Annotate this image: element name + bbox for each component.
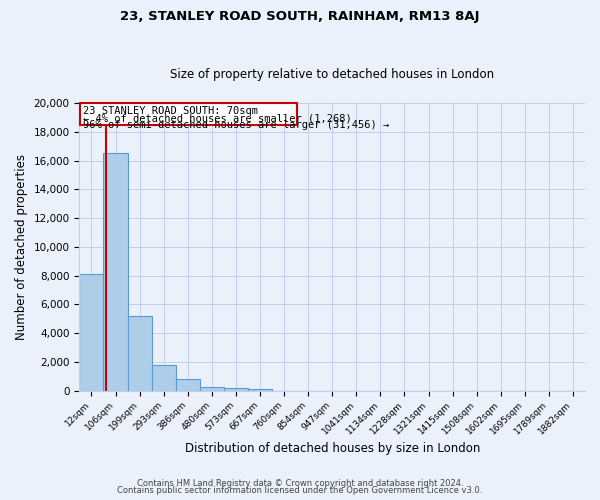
Y-axis label: Number of detached properties: Number of detached properties: [15, 154, 28, 340]
Bar: [176, 379, 200, 390]
Bar: [152, 366, 176, 390]
Text: 23 STANLEY ROAD SOUTH: 70sqm: 23 STANLEY ROAD SOUTH: 70sqm: [83, 106, 259, 116]
Text: Contains HM Land Registry data © Crown copyright and database right 2024.: Contains HM Land Registry data © Crown c…: [137, 478, 463, 488]
Text: 23, STANLEY ROAD SOUTH, RAINHAM, RM13 8AJ: 23, STANLEY ROAD SOUTH, RAINHAM, RM13 8A…: [120, 10, 480, 23]
Bar: [200, 386, 224, 390]
Bar: [224, 388, 248, 390]
Bar: [80, 103, 297, 124]
Text: 96% of semi-detached houses are larger (31,456) →: 96% of semi-detached houses are larger (…: [83, 120, 390, 130]
Text: Contains public sector information licensed under the Open Government Licence v3: Contains public sector information licen…: [118, 486, 482, 495]
Bar: [103, 154, 128, 390]
Title: Size of property relative to detached houses in London: Size of property relative to detached ho…: [170, 68, 494, 81]
X-axis label: Distribution of detached houses by size in London: Distribution of detached houses by size …: [185, 442, 480, 455]
Text: ← 4% of detached houses are smaller (1,268): ← 4% of detached houses are smaller (1,2…: [83, 113, 352, 123]
Bar: [128, 316, 152, 390]
Bar: [79, 274, 103, 390]
